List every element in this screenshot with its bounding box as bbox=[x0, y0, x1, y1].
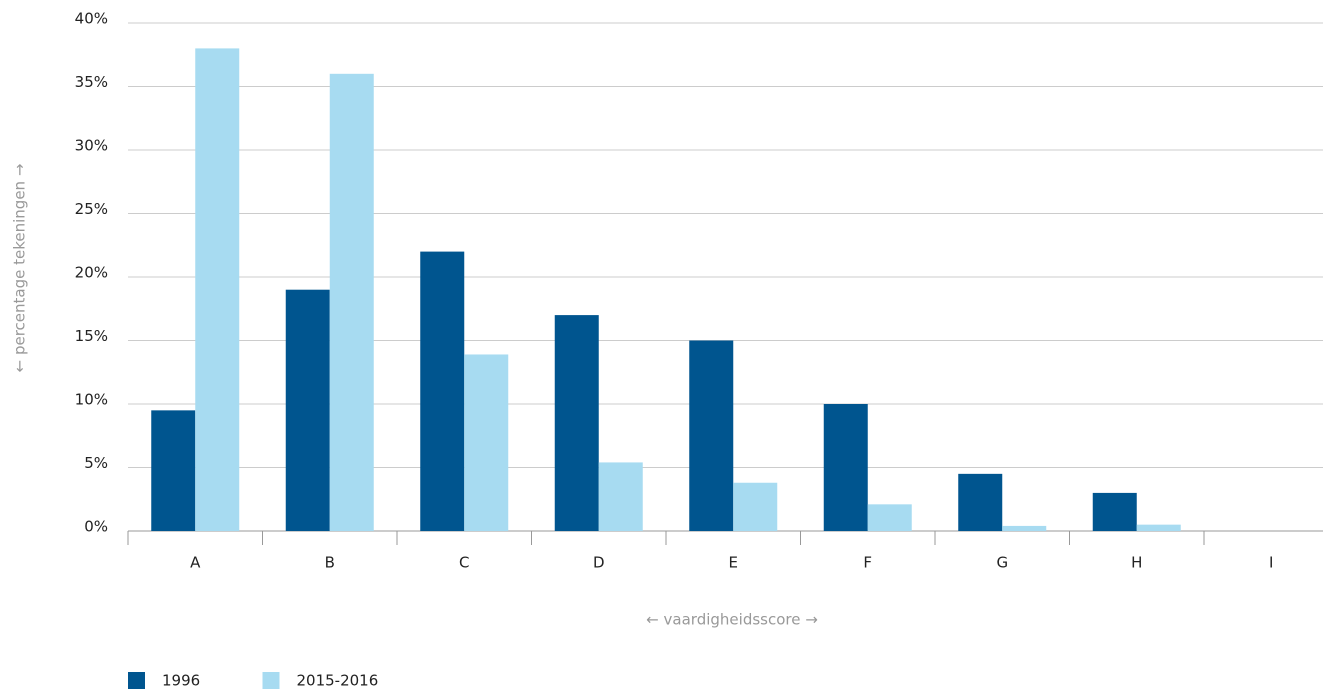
y-tick-label: 10% bbox=[75, 391, 108, 409]
y-tick-label: 20% bbox=[75, 264, 108, 282]
x-tick-label: G bbox=[996, 554, 1008, 572]
bar bbox=[1002, 525, 1047, 531]
legend-label: 1996 bbox=[162, 672, 200, 690]
x-tick-label: B bbox=[325, 554, 335, 572]
y-tick-label: 35% bbox=[75, 73, 108, 91]
x-tick-label: A bbox=[190, 554, 201, 572]
bar bbox=[151, 410, 196, 531]
bar bbox=[195, 48, 240, 532]
bar bbox=[689, 340, 734, 531]
x-tick-label: H bbox=[1131, 554, 1142, 572]
legend-label: 2015-2016 bbox=[297, 672, 379, 690]
legend-swatch bbox=[128, 672, 145, 689]
x-axis-label: ← vaardigheidsscore → bbox=[646, 611, 818, 629]
bar bbox=[733, 482, 778, 531]
x-tick-label: E bbox=[729, 554, 738, 572]
bar bbox=[1092, 492, 1137, 531]
x-tick-label: F bbox=[863, 554, 872, 572]
x-tick-label: D bbox=[593, 554, 605, 572]
bar bbox=[329, 73, 374, 532]
y-tick-label: 0% bbox=[84, 518, 108, 536]
bar bbox=[867, 504, 912, 531]
bar bbox=[554, 315, 599, 531]
bar bbox=[464, 354, 509, 531]
bar bbox=[598, 462, 643, 531]
y-tick-label: 15% bbox=[75, 327, 108, 345]
x-tick-label: C bbox=[459, 554, 469, 572]
y-tick-label: 40% bbox=[75, 10, 108, 28]
y-tick-label: 30% bbox=[75, 137, 108, 155]
bar bbox=[958, 473, 1003, 531]
y-axis-label: ← percentage tekeningen → bbox=[11, 164, 29, 373]
x-tick-label: I bbox=[1269, 554, 1273, 572]
bar bbox=[823, 404, 868, 531]
y-tick-label: 5% bbox=[84, 454, 108, 472]
bar bbox=[420, 251, 465, 531]
bar bbox=[1136, 524, 1181, 531]
legend-swatch bbox=[262, 672, 280, 689]
y-tick-label: 25% bbox=[75, 200, 108, 218]
bar bbox=[285, 289, 330, 531]
